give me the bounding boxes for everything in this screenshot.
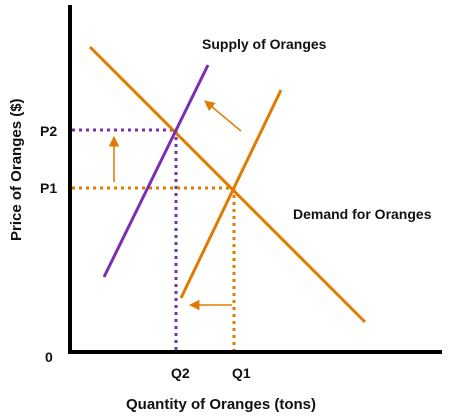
p1-label: P1 <box>40 180 57 196</box>
supply-label: Supply of Oranges <box>202 36 327 52</box>
supply-curve-shifted <box>102 64 210 278</box>
demand-curve <box>88 45 367 324</box>
q1-label: Q1 <box>232 365 251 381</box>
supply-shift-arrow <box>204 100 242 132</box>
origin-label: 0 <box>45 349 53 365</box>
q2-label: Q2 <box>171 365 190 381</box>
x-axis-title: Quantity of Oranges (tons) <box>126 396 316 413</box>
demand-label: Demand for Oranges <box>293 206 432 222</box>
y-axis-title: Price of Oranges ($) <box>8 98 25 241</box>
supply-curve-original <box>179 89 283 299</box>
p2-label: P2 <box>40 123 57 139</box>
